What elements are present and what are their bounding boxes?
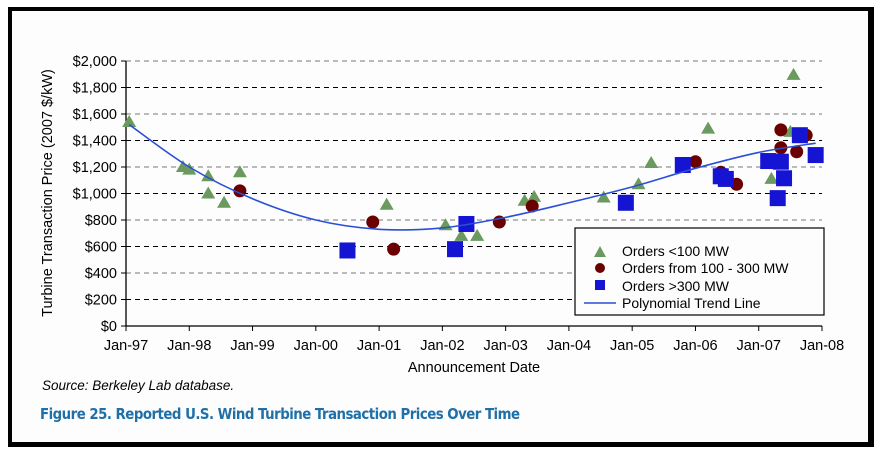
triangle-point	[701, 121, 716, 134]
legend-box	[574, 227, 825, 316]
square-point	[447, 241, 464, 258]
y-tick-label: $1,800	[73, 81, 117, 97]
triangle-point	[217, 195, 232, 208]
square-point	[776, 170, 793, 187]
y-tick-label: $1,600	[73, 107, 117, 123]
y-axis-title: Turbine Transaction Price (2007 $/kW)	[40, 69, 56, 317]
y-tick-label: $800	[85, 213, 117, 229]
x-tick-label: Jan-00	[294, 338, 338, 354]
legend-circle-icon	[595, 263, 605, 273]
x-tick-label: Jan-98	[167, 338, 211, 354]
x-tick-label: Jan-04	[547, 338, 591, 354]
y-tick-label: $1,200	[73, 160, 117, 176]
triangle-point	[201, 186, 216, 199]
square-point	[339, 242, 356, 259]
triangle-point	[764, 171, 779, 184]
square-point	[791, 127, 808, 144]
x-tick-label: Jan-07	[737, 338, 781, 354]
trend-line-layer	[128, 123, 816, 231]
x-tick-label: Jan-03	[483, 338, 527, 354]
triangle-point	[182, 162, 197, 175]
x-tick-label: Jan-05	[610, 338, 654, 354]
legend-label-under-100: Orders <100 MW	[622, 243, 730, 259]
square-point	[717, 170, 734, 187]
x-tick-label: Jan-01	[357, 338, 401, 354]
triangle-point	[786, 67, 801, 80]
circle-point	[688, 155, 702, 169]
legend-label-trend: Polynomial Trend Line	[622, 295, 761, 311]
y-tick-labels: $0 $200 $400 $600 $800 $1,000 $1,200 $1,400 $1,6…	[73, 54, 117, 335]
circle-point	[525, 199, 539, 213]
triangle-point	[454, 228, 469, 241]
x-tick-label: Jan-06	[673, 338, 717, 354]
data-marks	[122, 67, 824, 259]
square-point	[617, 194, 634, 211]
triangle-point	[470, 228, 485, 241]
triangle-point	[596, 190, 611, 203]
legend-label-over-300: Orders >300 MW	[622, 278, 730, 294]
polynomial-trend-line	[128, 123, 816, 231]
legend-square-icon	[595, 280, 605, 290]
figure-caption: Figure 25. Reported U.S. Wind Turbine Tr…	[40, 405, 520, 423]
triangle-point	[644, 156, 659, 169]
y-tick-label: $600	[85, 240, 117, 256]
circle-point	[387, 242, 401, 256]
triangle-point	[379, 197, 394, 210]
legend: Orders <100 MW Orders from 100 - 300 MW …	[574, 227, 825, 316]
y-tick-label: $400	[85, 266, 117, 282]
x-tick-label: Jan-97	[104, 338, 148, 354]
triangle-point	[527, 189, 542, 202]
triangle-point	[232, 165, 247, 178]
x-axis-title: Announcement Date	[408, 360, 540, 376]
square-point	[769, 190, 786, 207]
source-note: Source: Berkeley Lab database.	[42, 378, 235, 393]
circle-point	[774, 123, 788, 137]
square-point	[772, 153, 789, 170]
x-tick-labels: Jan-97 Jan-98 Jan-99 Jan-00 Jan-01 Jan-02 Jan-…	[104, 338, 844, 354]
axes	[121, 60, 823, 331]
legend-triangle-icon	[594, 246, 606, 257]
triangle-point	[201, 169, 216, 182]
circle-point	[366, 215, 380, 229]
y-tick-label: $2,000	[73, 54, 117, 70]
y-tick-label: $200	[85, 293, 117, 309]
x-tick-label: Jan-08	[800, 338, 844, 354]
y-tick-label: $1,400	[73, 134, 117, 150]
legend-label-100-300: Orders from 100 - 300 MW	[622, 260, 789, 276]
square-point	[674, 157, 691, 174]
triangle-point	[122, 114, 137, 127]
square-point	[807, 147, 824, 164]
x-tick-label: Jan-02	[420, 338, 464, 354]
square-point	[760, 153, 777, 170]
x-tick-label: Jan-99	[230, 338, 274, 354]
y-tick-label: $0	[101, 319, 117, 335]
y-tick-label: $1,000	[73, 187, 117, 203]
circle-point	[790, 145, 804, 159]
